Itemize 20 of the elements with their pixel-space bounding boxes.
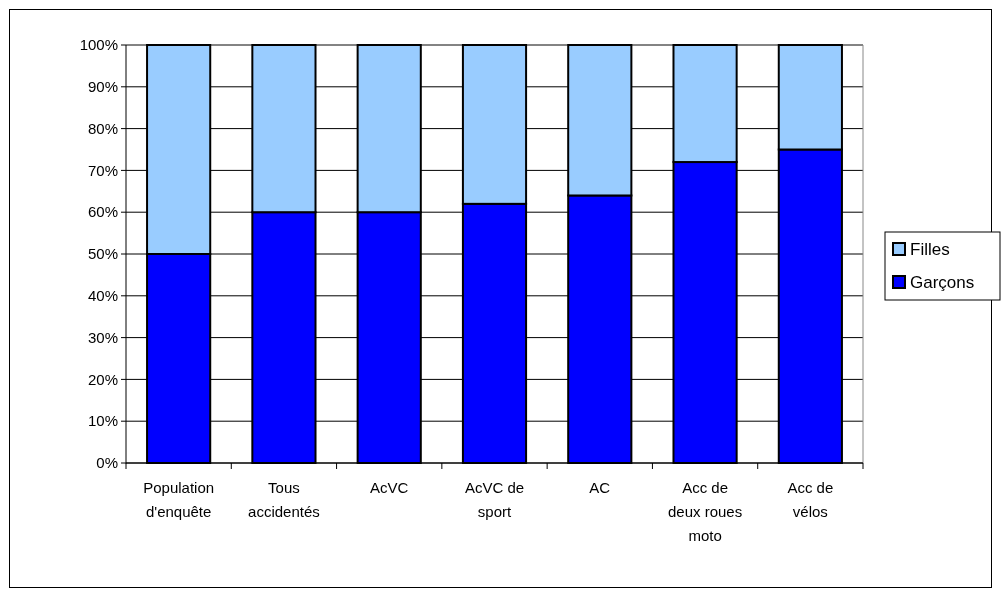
y-tick-label: 40% [87,287,118,305]
y-tick-label: 50% [87,245,118,263]
y-tick-label: 70% [87,161,118,179]
x-tick-label: AC [589,479,611,496]
y-tick-label: 80% [87,119,118,137]
legend-label: Garçons [910,272,975,292]
x-tick-label: Population d'enquête [143,479,215,520]
y-tick-label: 90% [87,78,118,96]
y-tick-label: 20% [87,370,118,388]
y-tick-label: 100% [79,36,118,54]
y-tick-label: 30% [87,328,118,346]
x-tick-label: Acc de deux roues moto [667,479,743,544]
y-tick-label: 0% [96,454,118,472]
y-tick-label: 60% [87,203,118,221]
x-tick-label: AcVC [370,479,409,496]
x-tick-label: Tous accidentés [248,479,320,520]
x-tick-label: Acc de vélos [787,479,834,520]
x-tick-label: AcVC de sport [464,479,525,520]
legend-label: Filles [910,239,950,259]
y-tick-label: 10% [87,412,118,430]
